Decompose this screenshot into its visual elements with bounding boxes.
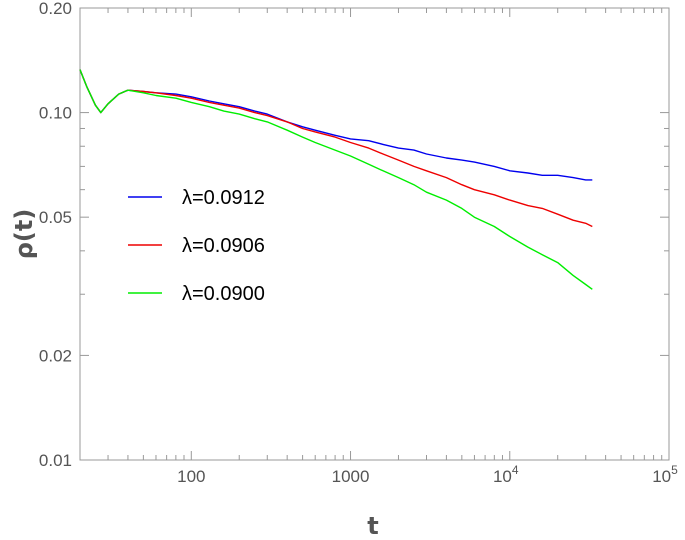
x-tick-label: 100 [177,467,205,486]
plot-frame [79,7,670,461]
y-axis-label: ρ(t) [10,209,38,260]
series-line-3 [79,69,593,290]
y-tick-label: 0.01 [39,451,72,470]
y-tick-label: 0.05 [39,208,72,227]
y-tick-label: 0.10 [39,104,72,123]
x-axis-label: t [367,512,378,540]
legend-label: λ=0.0912 [182,187,265,209]
x-tick-label: 1000 [332,467,370,486]
series-group [79,69,593,290]
y-tick-label: 0.02 [39,346,72,365]
x-tick-label: 105 [652,463,678,486]
series-line-1 [79,69,593,181]
legend-label: λ=0.0900 [182,283,265,305]
series-line-2 [79,69,593,228]
y-tick-label: 0.20 [39,0,72,18]
axis-ticks: 100 1000 104 105 0.01 0.02 0.05 0.10 0.20 [39,0,678,486]
legend-label: λ=0.0906 [182,235,265,257]
x-tick-label: 104 [493,463,519,486]
legend: λ=0.0912 λ=0.0906 λ=0.0900 [128,187,265,305]
